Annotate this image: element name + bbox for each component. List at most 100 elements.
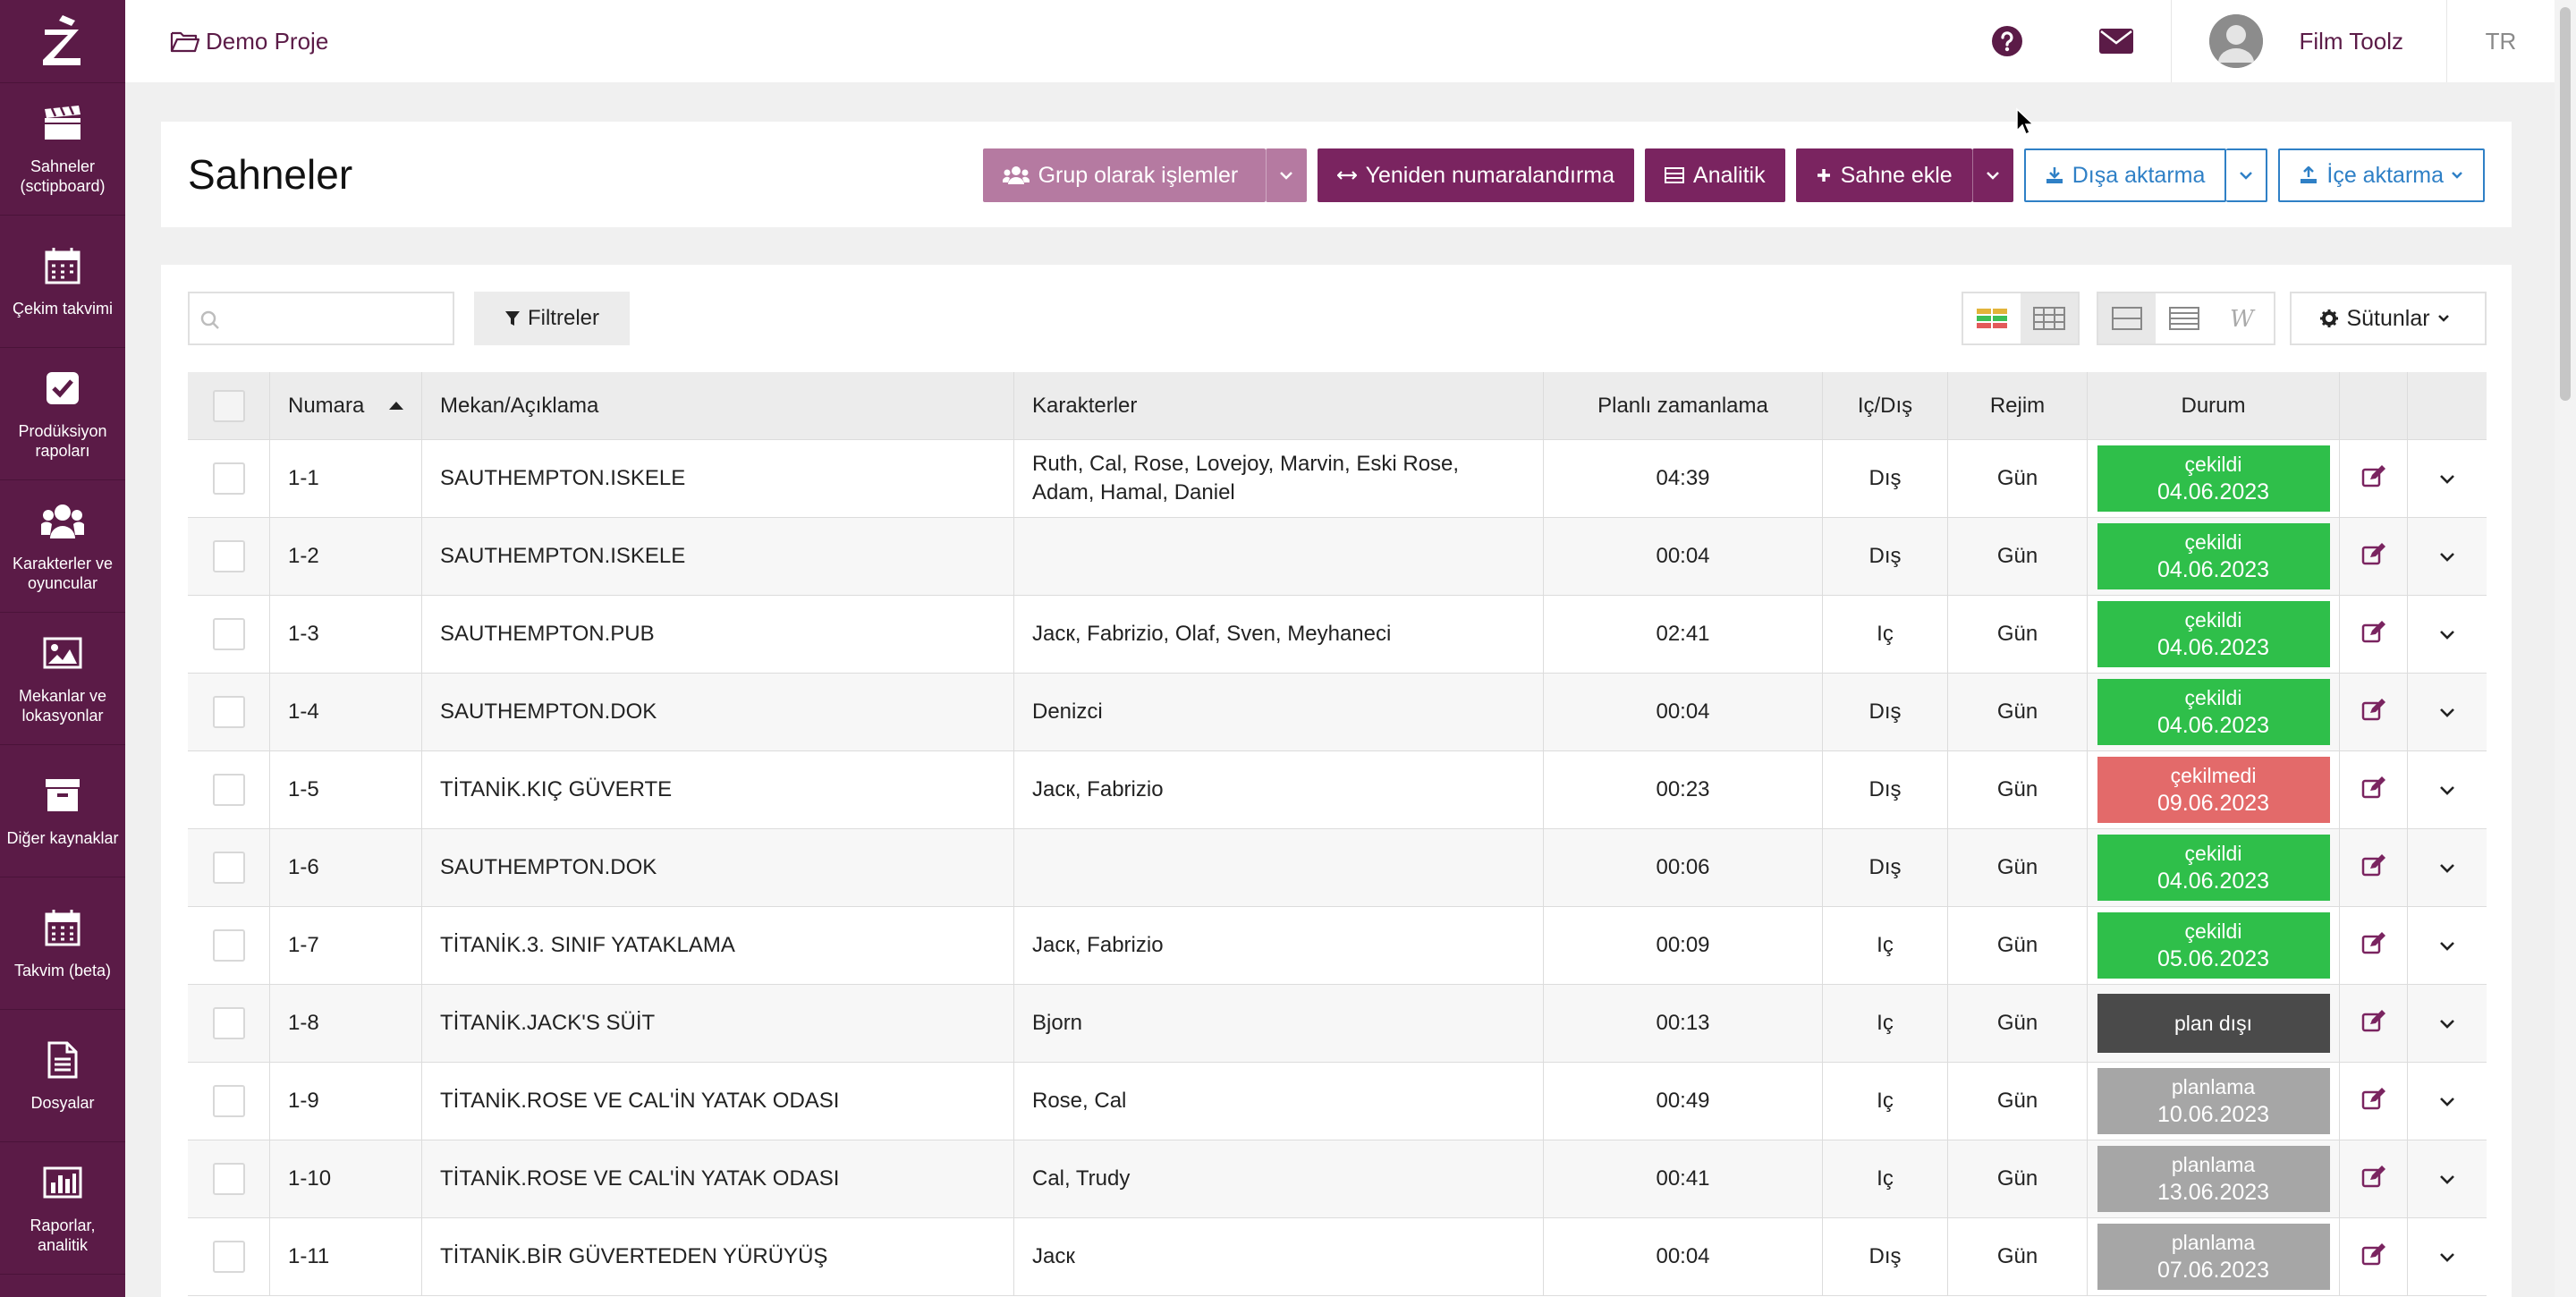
select-all-checkbox[interactable] [212, 389, 245, 422]
compact-density-button[interactable] [2156, 293, 2213, 343]
expand-row-button[interactable] [2408, 440, 2487, 517]
row-checkbox[interactable] [212, 618, 245, 650]
header-location[interactable]: Mekan/Açıklama [422, 372, 1014, 439]
status-badge[interactable]: planlama 10.06.2023 [2097, 1068, 2330, 1134]
edit-button[interactable] [2340, 751, 2408, 828]
row-checkbox[interactable] [212, 1085, 245, 1117]
edit-button[interactable] [2340, 829, 2408, 906]
sidebar-item-bar-chart[interactable]: Raporlar, analitik [0, 1142, 125, 1275]
sidebar-item-users[interactable]: Karakterler ve oyuncular [0, 480, 125, 613]
app-logo[interactable] [0, 0, 125, 83]
scrollbar-thumb[interactable] [2560, 7, 2571, 401]
row-checkbox[interactable] [212, 1007, 245, 1039]
sidebar-item-check-square[interactable]: Prodüksiyon rapoları [0, 348, 125, 480]
status-badge[interactable]: çekildi 04.06.2023 [2097, 835, 2330, 901]
analytics-button[interactable]: Analitik [1645, 148, 1785, 202]
status-badge[interactable]: çekildi 05.06.2023 [2097, 912, 2330, 979]
table-row[interactable]: 1-8 TİTANİK.JACK'S SÜİT Bjorn 00:13 Iç Gün pla… [188, 985, 2487, 1063]
edit-button[interactable] [2340, 596, 2408, 673]
edit-button[interactable] [2340, 985, 2408, 1062]
sidebar-item-clapperboard[interactable]: Sahneler (sctipboard) [0, 83, 125, 216]
project-breadcrumb[interactable]: Demo Proje [170, 28, 328, 55]
user-name[interactable]: Film Toolz [2299, 27, 2403, 55]
status-badge[interactable]: çekildi 04.06.2023 [2097, 601, 2330, 667]
header-number[interactable]: Numara [270, 372, 422, 439]
help-button[interactable] [1953, 0, 2062, 82]
table-row[interactable]: 1-2 SAUTHEMPTON.ISKELE 00:04 Dış Gün çekildi 0… [188, 518, 2487, 596]
row-checkbox[interactable] [212, 852, 245, 884]
renumber-button[interactable]: Yeniden numaralandırma [1317, 148, 1635, 202]
expand-row-button[interactable] [2408, 1140, 2487, 1217]
status-badge[interactable]: planlama 13.06.2023 [2097, 1146, 2330, 1212]
row-checkbox[interactable] [212, 1241, 245, 1273]
table-row[interactable]: 1-7 TİTANİK.3. SINIF YATAKLAMA Jacк, Fabri… [188, 907, 2487, 985]
edit-button[interactable] [2340, 674, 2408, 750]
row-checkbox[interactable] [212, 1163, 245, 1195]
sidebar-item-calendar[interactable]: Çekim takvimi [0, 216, 125, 348]
expand-row-button[interactable] [2408, 1218, 2487, 1295]
table-row[interactable]: 1-6 SAUTHEMPTON.DOK 00:06 Dış Gün çekildi 04.0… [188, 829, 2487, 907]
row-checkbox[interactable] [212, 774, 245, 806]
search-input[interactable] [229, 299, 447, 340]
expand-row-button[interactable] [2408, 751, 2487, 828]
table-row[interactable]: 1-1 SAUTHEMPTON.ISKELE Ruth, Cal, Rose, Lo… [188, 440, 2487, 518]
table-row[interactable]: 1-11 TİTANİK.BİR GÜVERTEDEN YÜRÜYÜŞ Jacк 00… [188, 1218, 2487, 1296]
row-checkbox[interactable] [212, 929, 245, 962]
filters-button[interactable]: Filtreler [474, 292, 630, 345]
colored-rows-view-button[interactable] [1963, 293, 2021, 343]
edit-button[interactable] [2340, 518, 2408, 595]
edit-button[interactable] [2340, 907, 2408, 984]
expand-row-button[interactable] [2408, 596, 2487, 673]
group-actions-button[interactable]: Grup olarak işlemler [982, 148, 1266, 202]
group-actions-dropdown[interactable] [1265, 148, 1307, 202]
export-button[interactable]: Dışa aktarma [2023, 148, 2227, 202]
search-box[interactable] [188, 292, 454, 345]
edit-button[interactable] [2340, 440, 2408, 517]
header-characters[interactable]: Karakterler [1014, 372, 1544, 439]
columns-button[interactable]: Sütunlar [2290, 292, 2487, 345]
edit-button[interactable] [2340, 1218, 2408, 1295]
export-dropdown[interactable] [2226, 148, 2268, 202]
row-checkbox[interactable] [212, 696, 245, 728]
status-badge[interactable]: planlama 07.06.2023 [2097, 1224, 2330, 1290]
comfortable-density-button[interactable] [2098, 293, 2156, 343]
table-row[interactable]: 1-9 TİTANİK.ROSE VE CAL'İN YATAK ODASI Ros… [188, 1063, 2487, 1140]
status-badge[interactable]: çekilmedi 09.06.2023 [2097, 757, 2330, 823]
expand-row-button[interactable] [2408, 907, 2487, 984]
expand-row-button[interactable] [2408, 1063, 2487, 1140]
status-badge[interactable]: çekildi 04.06.2023 [2097, 523, 2330, 589]
add-scene-dropdown[interactable] [1971, 148, 2013, 202]
expand-row-button[interactable] [2408, 518, 2487, 595]
import-button[interactable]: İçe aktarma [2278, 148, 2485, 202]
table-row[interactable]: 1-5 TİTANİK.KIÇ GÜVERTE Jacк, Fabrizio 00:2… [188, 751, 2487, 829]
sidebar-item-image[interactable]: Mekanlar ve lokasyonlar [0, 613, 125, 745]
language-switch[interactable]: TR [2485, 27, 2517, 55]
table-row[interactable]: 1-10 TİTANİK.ROSE VE CAL'İN YATAK ODASI Ca… [188, 1140, 2487, 1218]
edit-button[interactable] [2340, 1063, 2408, 1140]
add-scene-button[interactable]: Sahne ekle [1795, 148, 1972, 202]
status-badge[interactable]: plan dışı [2097, 994, 2330, 1053]
table-view-button[interactable] [2021, 293, 2078, 343]
row-checkbox[interactable] [212, 462, 245, 495]
header-status[interactable]: Durum [2088, 372, 2340, 439]
expand-row-button[interactable] [2408, 985, 2487, 1062]
status-badge[interactable]: çekildi 04.06.2023 [2097, 679, 2330, 745]
sidebar-item-file[interactable]: Dosyalar [0, 1010, 125, 1142]
table-row[interactable]: 1-4 SAUTHEMPTON.DOK Denizci 00:04 Dış Gün çeki… [188, 674, 2487, 751]
header-planned[interactable]: Planlı zamanlama [1544, 372, 1823, 439]
page-scrollbar[interactable] [2555, 0, 2576, 1297]
expand-row-button[interactable] [2408, 829, 2487, 906]
row-checkbox[interactable] [212, 540, 245, 572]
user-menu[interactable]: Film Toolz [2172, 14, 2446, 68]
sidebar-item-archive[interactable]: Diğer kaynaklar [0, 745, 125, 877]
header-io[interactable]: Iç/Dış [1823, 372, 1948, 439]
status-badge[interactable]: çekildi 04.06.2023 [2097, 445, 2330, 512]
sidebar-item-calendar-grid[interactable]: Takvim (beta) [0, 877, 125, 1010]
expand-row-button[interactable] [2408, 674, 2487, 750]
messages-button[interactable] [2062, 0, 2171, 82]
edit-button[interactable] [2340, 1140, 2408, 1217]
project-name[interactable]: Demo Proje [206, 27, 329, 55]
table-row[interactable]: 1-3 SAUTHEMPTON.PUB Jacк, Fabrizio, Olaf, … [188, 596, 2487, 674]
text-view-button[interactable]: W [2213, 293, 2270, 343]
header-regime[interactable]: Rejim [1948, 372, 2088, 439]
